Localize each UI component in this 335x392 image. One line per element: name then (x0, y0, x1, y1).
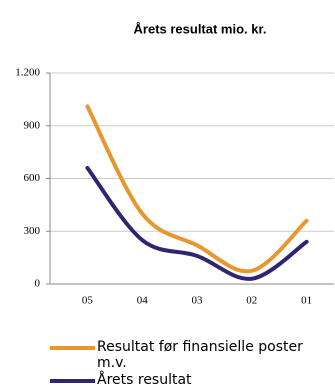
x-tick-label: 04 (137, 295, 149, 307)
legend-label: Årets resultat (97, 372, 192, 388)
y-tick-label: 900 (24, 119, 41, 131)
x-tick-label: 05 (82, 295, 94, 307)
y-tick-label: 600 (24, 172, 41, 184)
series-line (85, 104, 309, 274)
x-tick-label: 03 (192, 295, 204, 307)
series-line (85, 165, 309, 281)
y-tick-label: 1.200 (15, 67, 40, 79)
y-tick-label: 0 (35, 278, 41, 290)
legend-label: Resultat før finansielle poster m.v. (97, 339, 303, 371)
y-tick-label: 300 (24, 225, 41, 237)
x-tick-label: 02 (246, 295, 257, 307)
x-tick-label: 01 (301, 295, 312, 307)
chart-title: Årets resultat mio. kr. (134, 21, 267, 36)
